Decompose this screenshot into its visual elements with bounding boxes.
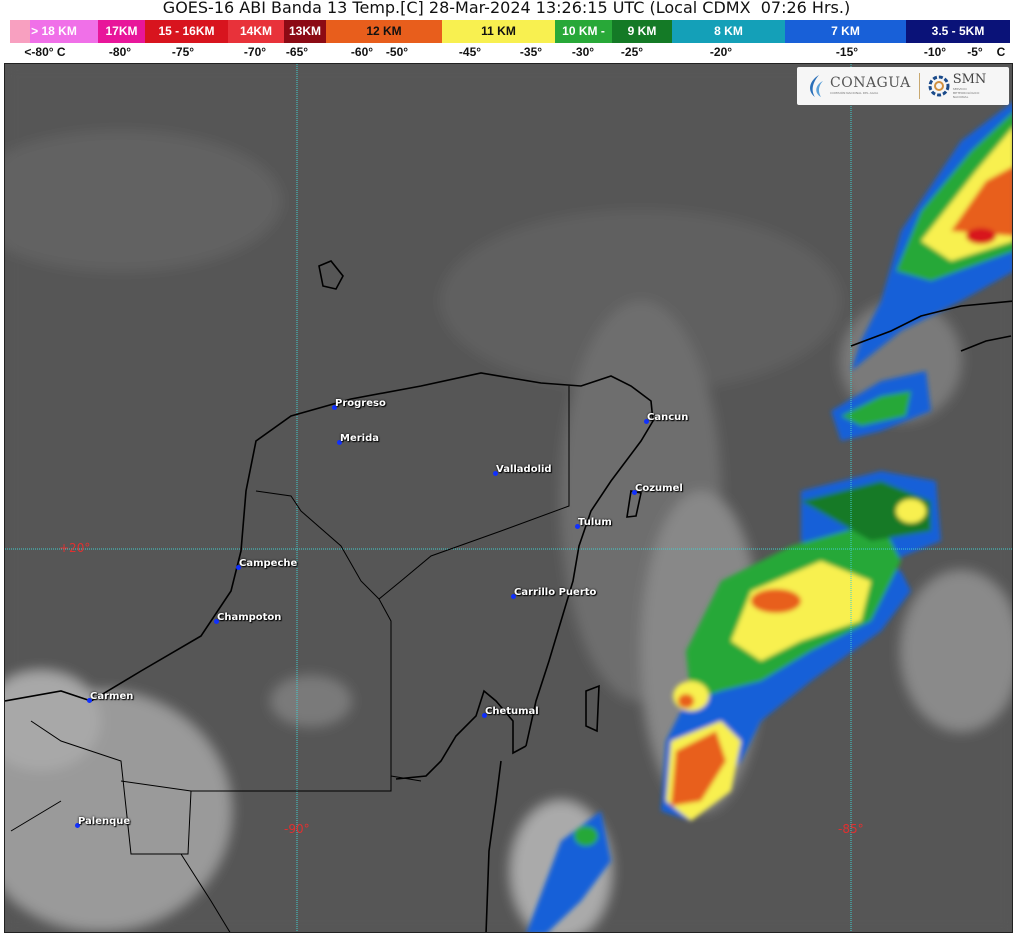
legend-seg-7km: 7 KM (785, 20, 906, 43)
smn-logo-icon (928, 75, 950, 97)
conagua-wordmark: CONAGUA (830, 75, 911, 91)
satellite-map: +20° -90° -85° Progreso Merida Valladoli… (4, 63, 1013, 933)
temp-label: -80° (108, 45, 132, 59)
temp-label: -20° (709, 45, 733, 59)
longitude-label: -85° (838, 822, 864, 836)
temp-label: C (996, 45, 1006, 59)
color-scale-legend: > 18 KM 17KM 15 - 16KM 14KM 13KM 12 KM 1… (10, 20, 1010, 43)
legend-seg-9km: 9 KM (612, 20, 672, 43)
legend-seg-12km: 12 KM (326, 20, 442, 43)
satellite-imagery (5, 64, 1012, 932)
temp-label: -5° (967, 45, 983, 59)
graticule (5, 64, 1012, 932)
smn-wordmark: SMN (952, 72, 987, 87)
legend-seg-14km: 14KM (228, 20, 284, 43)
temp-label: -75° (171, 45, 195, 59)
state-borders (10, 386, 570, 932)
legend-seg-13km: 13KM (284, 20, 326, 43)
legend-seg-17km: 17KM (98, 20, 145, 43)
legend-seg-10km: 10 KM - (555, 20, 612, 43)
convective-clouds (526, 102, 1012, 932)
temp-label: -15° (835, 45, 859, 59)
latitude-label: +20° (59, 541, 91, 555)
image-title: GOES-16 ABI Banda 13 Temp.[C] 28-Mar-202… (162, 0, 851, 17)
longitude-label: -90° (284, 822, 310, 836)
temp-label: -65° (285, 45, 309, 59)
legend-seg-8km: 8 KM (672, 20, 785, 43)
conagua-subtitle: COMISIÓN NACIONAL DEL AGUA (830, 91, 879, 95)
temp-label: -50° (385, 45, 409, 59)
temp-label: -10° (923, 45, 947, 59)
conagua-logo-icon (810, 75, 823, 97)
temp-label: -30° (571, 45, 595, 59)
legend-seg-18km: > 18 KM (10, 20, 98, 43)
legend-seg-3-5km: 3.5 - 5KM (906, 20, 1010, 43)
temp-label: -45° (458, 45, 482, 59)
smn-subtitle: SERVICIO METEOROLÓGICO NACIONAL (952, 87, 980, 99)
temp-label: -35° (519, 45, 543, 59)
legend-seg-15-16km: 15 - 16KM (145, 20, 228, 43)
legend-seg-11km: 11 KM (442, 20, 555, 43)
temp-label: -60° (350, 45, 374, 59)
temp-label: -70° (243, 45, 267, 59)
temp-label: -25° (620, 45, 644, 59)
coastline (5, 260, 1012, 932)
temp-label: <-80° C (24, 45, 66, 59)
agency-logos: CONAGUA COMISIÓN NACIONAL DEL AGUA SMN S… (797, 67, 1009, 105)
logo-divider (918, 73, 920, 99)
